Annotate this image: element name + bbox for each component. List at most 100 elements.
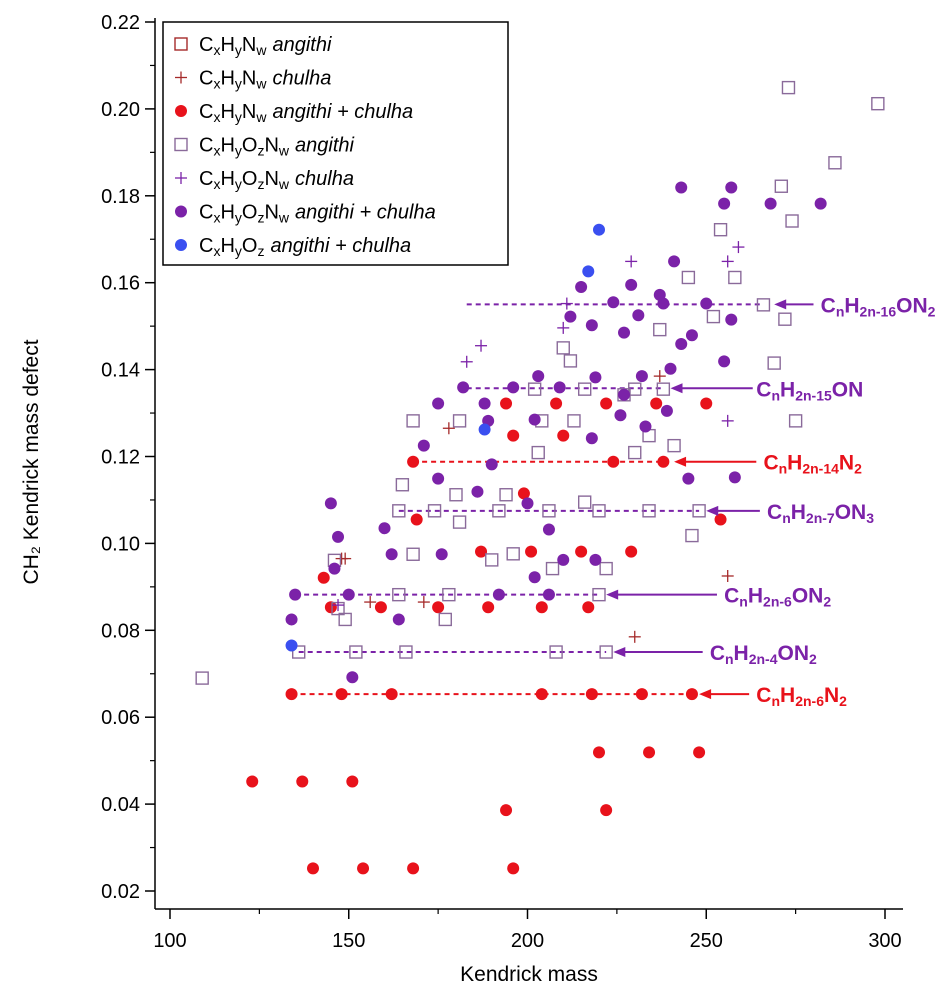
data-point-square xyxy=(338,612,352,627)
data-point-square xyxy=(653,322,667,337)
formula-text: C xyxy=(199,168,213,190)
data-point-circle xyxy=(285,639,298,652)
annotation-arrow-head xyxy=(670,383,683,394)
data-point-circle xyxy=(432,397,445,410)
data-point-circle xyxy=(471,485,484,498)
data-point-square xyxy=(556,341,570,355)
data-point-plus xyxy=(628,630,641,643)
formula-subscript: w xyxy=(255,42,267,58)
data-point-circle xyxy=(332,530,345,543)
y-tick-label: 0.18 xyxy=(101,186,140,208)
formula-subscript: 2 xyxy=(823,594,831,610)
formula-subscript: 3 xyxy=(866,510,874,526)
data-point-circle xyxy=(582,601,595,614)
formula-subscript: w xyxy=(255,109,267,125)
annotation-formula: CnH2n-6N2 xyxy=(756,684,847,709)
formula-text: C xyxy=(756,684,771,707)
data-point-circle xyxy=(575,545,588,558)
data-point-circle xyxy=(246,775,259,788)
y-tick-label: 0.22 xyxy=(101,12,140,34)
data-point-square xyxy=(395,478,410,492)
formula-subscript: n xyxy=(782,510,791,526)
data-point-circle xyxy=(728,471,741,484)
formula-text: C xyxy=(724,585,739,608)
data-point-square xyxy=(452,414,467,428)
annotation-formula: CnH2n-4ON2 xyxy=(710,642,817,667)
data-point-circle xyxy=(492,588,505,601)
data-point-circle xyxy=(517,487,530,500)
data-point-square xyxy=(174,137,188,152)
annotation-arrow-head xyxy=(613,647,626,658)
formula-text: C xyxy=(199,235,213,257)
x-tick-label: 250 xyxy=(690,930,723,952)
data-point-square xyxy=(781,80,796,95)
data-point-circle xyxy=(482,601,495,614)
formula-subscript: y xyxy=(235,42,242,58)
annotation-arrow-head xyxy=(606,589,619,600)
formula-subscript: z xyxy=(257,143,264,159)
data-point-square xyxy=(713,222,728,237)
data-point-square xyxy=(392,504,406,518)
formula-text: ON xyxy=(832,378,864,401)
data-point-square xyxy=(578,495,592,509)
data-point-square xyxy=(592,504,606,518)
data-point-square xyxy=(485,553,499,567)
formula-text: ON xyxy=(792,585,824,608)
formula-text: H xyxy=(220,34,234,56)
data-point-square xyxy=(681,270,696,285)
data-point-circle xyxy=(643,746,656,759)
data-point-circle xyxy=(814,197,827,210)
data-point-circle xyxy=(714,513,727,526)
data-point-circle xyxy=(664,362,677,375)
series-group xyxy=(246,397,727,875)
legend-label: CxHyNw angithi + chulha xyxy=(199,101,413,125)
formula-subscript: 2n-4 xyxy=(749,651,778,667)
formula-subscript: 2n-6 xyxy=(763,594,792,610)
annotation-arrow-head xyxy=(774,299,787,310)
data-point-square xyxy=(628,382,642,396)
data-point-circle xyxy=(296,775,309,788)
x-tick-label: 300 xyxy=(868,930,901,952)
formula-text: N xyxy=(264,135,278,157)
formula-text: C xyxy=(199,135,213,157)
data-point-circle xyxy=(668,255,681,268)
data-point-square xyxy=(492,504,506,518)
data-point-square xyxy=(427,504,442,518)
data-point-plus xyxy=(625,255,638,268)
data-point-circle xyxy=(607,296,620,309)
formula-subscript: y xyxy=(235,176,242,192)
data-point-plus xyxy=(732,241,745,254)
data-point-circle xyxy=(585,319,598,332)
data-point-circle xyxy=(317,571,330,584)
data-point-square xyxy=(542,504,556,518)
formula-text: H xyxy=(220,135,234,157)
data-point-square xyxy=(706,309,721,324)
formula-subscript: n xyxy=(779,461,788,477)
data-point-circle xyxy=(175,239,187,251)
data-point-circle xyxy=(417,439,430,452)
formula-text: C xyxy=(756,378,771,401)
data-point-plus xyxy=(721,414,734,427)
data-point-circle xyxy=(175,105,187,117)
formula-text: C xyxy=(199,202,213,224)
data-point-circle xyxy=(764,197,777,210)
formula-text: C xyxy=(821,294,836,317)
formula-text: O xyxy=(242,135,258,157)
y-axis-title: CH₂ Kendrick mass defect xyxy=(20,339,43,584)
formula-subscript: x xyxy=(213,243,220,259)
x-tick-label: 200 xyxy=(511,930,544,952)
data-point-square xyxy=(545,561,560,576)
data-point-circle xyxy=(653,288,666,301)
data-point-square xyxy=(667,438,681,453)
data-point-circle xyxy=(564,310,577,323)
data-point-circle xyxy=(485,458,498,471)
data-point-square xyxy=(406,547,420,561)
data-point-circle xyxy=(685,329,698,342)
data-point-circle xyxy=(500,397,513,410)
formula-text: N xyxy=(264,202,278,224)
data-point-circle xyxy=(585,432,598,445)
data-point-square xyxy=(656,382,671,396)
formula-subscript: 2n-16 xyxy=(860,303,897,319)
data-point-circle xyxy=(718,355,731,368)
formula-subscript: x xyxy=(213,42,220,58)
